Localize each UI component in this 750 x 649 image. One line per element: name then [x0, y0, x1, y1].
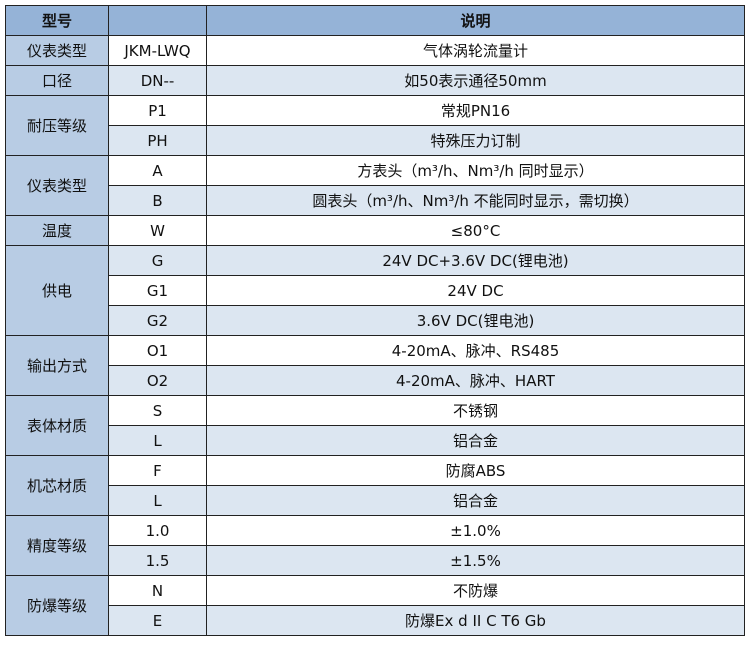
option-code: P1 — [108, 95, 207, 126]
option-description: 气体涡轮流量计 — [206, 35, 745, 66]
table-row: B 圆表头（m³/h、Nm³/h 不能同时显示，需切换） — [6, 185, 745, 216]
header-model: 型号 — [5, 5, 109, 36]
table-row: 表体材质 S 不锈钢 — [5, 395, 745, 456]
group-label: 表体材质 — [5, 395, 109, 456]
table-row: 仪表类型 JKM-LWQ 气体涡轮流量计 — [5, 35, 745, 66]
table-row: E 防爆Ex d II C T6 Gb — [6, 605, 745, 636]
table-row: 防爆等级 N 不防爆 — [5, 575, 745, 636]
group-label: 供电 — [5, 245, 109, 336]
option-code: PH — [108, 125, 207, 156]
option-description: 方表头（m³/h、Nm³/h 同时显示） — [206, 155, 745, 186]
option-code: O2 — [108, 365, 207, 396]
option-description: 3.6V DC(锂电池) — [206, 305, 745, 336]
option-code: O1 — [108, 335, 207, 366]
option-description: ±1.5% — [206, 545, 745, 576]
table-row: PH 特殊压力订制 — [6, 125, 745, 156]
option-description: 不锈钢 — [206, 395, 745, 426]
model-spec-table: 型号 说明 仪表类型 JKM-LWQ 气体涡轮流量计 口径 DN-- 如50表示通径50m… — [5, 5, 745, 636]
option-code: L — [108, 425, 207, 456]
option-code: A — [108, 155, 207, 186]
group-label: 精度等级 — [5, 515, 109, 576]
option-description: ±1.0% — [206, 515, 745, 546]
table-row: 机芯材质 F 防腐ABS — [5, 455, 745, 516]
option-code: 1.5 — [108, 545, 207, 576]
table-row: G2 3.6V DC(锂电池) — [6, 305, 745, 336]
option-code: JKM-LWQ — [108, 35, 207, 66]
table-row: G1 24V DC — [6, 275, 745, 306]
table-row: 输出方式 O1 4-20mA、脉冲、RS485 — [5, 335, 745, 396]
option-description: 常规PN16 — [206, 95, 745, 126]
option-code: G — [108, 245, 207, 276]
table-row: O2 4-20mA、脉冲、HART — [6, 365, 745, 396]
option-code: W — [108, 215, 207, 246]
option-description: 4-20mA、脉冲、RS485 — [206, 335, 745, 366]
option-description: 24V DC+3.6V DC(锂电池) — [206, 245, 745, 276]
option-description: 特殊压力订制 — [206, 125, 745, 156]
option-code: B — [108, 185, 207, 216]
option-description: 防腐ABS — [206, 455, 745, 486]
table-row: L 铝合金 — [6, 425, 745, 456]
header-code — [108, 5, 207, 36]
option-description: 铝合金 — [206, 425, 745, 456]
table-row: L 铝合金 — [6, 485, 745, 516]
option-code: 1.0 — [108, 515, 207, 546]
option-code: G1 — [108, 275, 207, 306]
option-description: ≤80°C — [206, 215, 745, 246]
option-code: L — [108, 485, 207, 516]
header-row: 型号 说明 — [5, 5, 745, 36]
option-description: 圆表头（m³/h、Nm³/h 不能同时显示，需切换） — [206, 185, 745, 216]
table-row: 耐压等级 P1 常规PN16 — [5, 95, 745, 156]
option-code: F — [108, 455, 207, 486]
option-description: 4-20mA、脉冲、HART — [206, 365, 745, 396]
group-label: 口径 — [5, 65, 109, 96]
table-body: 仪表类型 JKM-LWQ 气体涡轮流量计 口径 DN-- 如50表示通径50mm 耐压等级 P… — [5, 35, 745, 636]
table-row: 精度等级 1.0 ±1.0% — [5, 515, 745, 576]
option-code: G2 — [108, 305, 207, 336]
option-description: 不防爆 — [206, 575, 745, 606]
group-label: 温度 — [5, 215, 109, 246]
group-label: 仪表类型 — [5, 35, 109, 66]
option-description: 24V DC — [206, 275, 745, 306]
table-row: 供电 G 24V DC+3.6V DC(锂电池) — [5, 245, 745, 336]
group-label: 输出方式 — [5, 335, 109, 396]
option-code: E — [108, 605, 207, 636]
option-description: 如50表示通径50mm — [206, 65, 745, 96]
option-code: S — [108, 395, 207, 426]
option-code: DN-- — [108, 65, 207, 96]
table-row: 口径 DN-- 如50表示通径50mm — [5, 65, 745, 96]
group-label: 仪表类型 — [5, 155, 109, 216]
group-label: 机芯材质 — [5, 455, 109, 516]
table-row: 仪表类型 A 方表头（m³/h、Nm³/h 同时显示） — [5, 155, 745, 216]
group-label: 防爆等级 — [5, 575, 109, 636]
header-description: 说明 — [206, 5, 745, 36]
table-row: 1.5 ±1.5% — [6, 545, 745, 576]
option-description: 铝合金 — [206, 485, 745, 516]
table-row: 温度 W ≤80°C — [5, 215, 745, 246]
group-label: 耐压等级 — [5, 95, 109, 156]
option-description: 防爆Ex d II C T6 Gb — [206, 605, 745, 636]
option-code: N — [108, 575, 207, 606]
